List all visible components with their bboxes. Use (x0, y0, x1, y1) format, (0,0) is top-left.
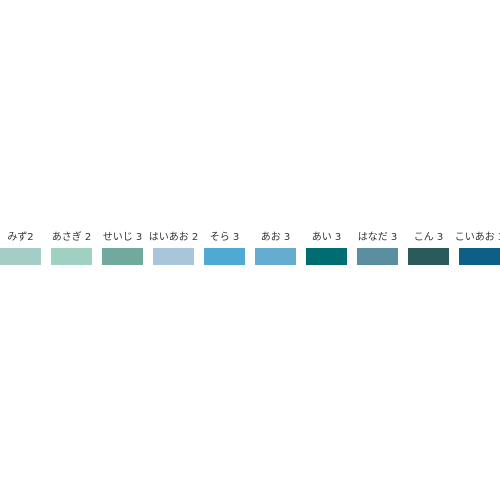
swatch-label: あお 3 (260, 232, 291, 243)
swatch-hanada-3: はなだ 3 (357, 230, 398, 268)
swatch-ai-3: あい 3 (306, 230, 347, 268)
swatch-label: そら 3 (209, 232, 240, 243)
swatch-label: みず2 (7, 232, 34, 243)
swatch-koiao-3: こいあお 3 (455, 230, 500, 268)
swatch-asagi-2: あさぎ 2 (51, 230, 92, 268)
swatch-color-chip (459, 248, 500, 265)
swatch-color-chip (357, 248, 398, 265)
swatch-kon-3: こん 3 (408, 230, 449, 268)
swatch-label: せいじ 3 (102, 232, 143, 243)
swatch-color-chip (102, 248, 143, 265)
swatch-color-chip (153, 248, 194, 265)
swatch-label: はなだ 3 (357, 232, 398, 243)
swatch-color-chip (408, 248, 449, 265)
swatch-color-chip (204, 248, 245, 265)
swatch-color-chip (0, 248, 41, 265)
swatch-label: あさぎ 2 (51, 232, 92, 243)
swatch-label: はいあお 2 (148, 232, 199, 243)
swatch-label: こいあお 3 (454, 232, 500, 243)
swatch-sora-3: そら 3 (204, 230, 245, 268)
swatch-color-chip (51, 248, 92, 265)
swatch-color-chip (306, 248, 347, 265)
color-swatch-row: みず2 あさぎ 2 せいじ 3 はいあお 2 そら 3 あお 3 あい 3 はな… (0, 230, 500, 270)
swatch-color-chip (255, 248, 296, 265)
swatch-seiji-3: せいじ 3 (102, 230, 143, 268)
swatch-label: こん 3 (413, 232, 444, 243)
swatch-mizu-2: みず2 (0, 230, 41, 268)
swatch-label: あい 3 (311, 232, 342, 243)
swatch-ao-3: あお 3 (255, 230, 296, 268)
swatch-haiao-2: はいあお 2 (149, 230, 198, 268)
